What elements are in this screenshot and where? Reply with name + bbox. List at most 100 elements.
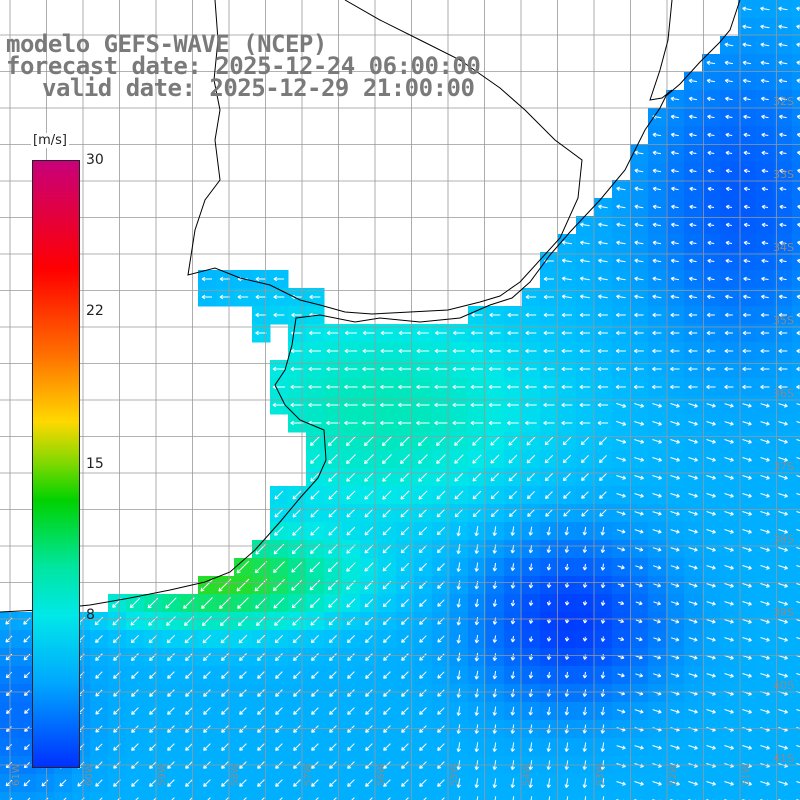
- wind-vector-arrow: [707, 222, 715, 228]
- wind-vector-arrow: [597, 276, 608, 281]
- wind-vector-arrow: [706, 421, 716, 426]
- wind-vector-arrow: [796, 6, 800, 11]
- wind-vector-arrow: [796, 348, 800, 354]
- wind-vector-arrow: [400, 599, 409, 608]
- wind-vector-arrow: [635, 655, 643, 660]
- wind-vector-arrow: [130, 634, 140, 644]
- wind-vector-arrow: [724, 348, 734, 354]
- wind-vector-arrow: [688, 601, 698, 606]
- wind-vector-arrow: [507, 312, 519, 318]
- wind-vector-arrow: [760, 781, 770, 786]
- wind-vector-arrow: [670, 709, 680, 714]
- wind-speed-cell: [792, 684, 800, 703]
- wind-vector-arrow: [346, 562, 356, 572]
- wind-vector-arrow: [292, 490, 302, 500]
- wind-vector-arrow: [743, 276, 751, 282]
- wind-speed-cell: [792, 36, 800, 55]
- wind-vector-arrow: [563, 509, 571, 517]
- wind-vector-arrow: [599, 491, 607, 499]
- wind-vector-arrow: [633, 366, 644, 372]
- wind-speed-cell: [792, 378, 800, 397]
- wind-vector-arrow: [634, 312, 644, 318]
- wind-vector-arrow: [564, 778, 569, 789]
- wind-vector-arrow: [365, 671, 373, 679]
- wind-vector-arrow: [382, 562, 392, 572]
- wind-vector-arrow: [380, 402, 394, 408]
- wind-vector-arrow: [437, 779, 445, 787]
- wind-vector-arrow: [345, 436, 356, 447]
- wind-vector-arrow: [492, 706, 497, 716]
- wind-vector-arrow: [510, 706, 515, 716]
- wind-vector-arrow: [401, 671, 409, 679]
- wind-vector-arrow: [779, 276, 787, 282]
- wind-speed-cell: [612, 792, 631, 800]
- wind-vector-arrow: [221, 743, 229, 751]
- wind-vector-arrow: [492, 688, 497, 698]
- longitude-label: 56W: [376, 763, 387, 786]
- wind-vector-arrow: [724, 366, 734, 372]
- wind-vector-arrow: [255, 597, 267, 609]
- wind-vector-arrow: [688, 276, 697, 282]
- wind-vector-arrow: [472, 472, 482, 482]
- wind-vector-arrow: [579, 384, 591, 390]
- wind-vector-arrow: [273, 294, 285, 300]
- wind-speed-cell: [468, 792, 487, 800]
- wind-vector-arrow: [706, 673, 716, 678]
- wind-vector-arrow: [257, 743, 265, 751]
- wind-vector-arrow: [564, 526, 569, 536]
- wind-vector-arrow: [365, 743, 373, 751]
- wind-vector-arrow: [327, 436, 338, 447]
- wind-vector-arrow: [346, 454, 356, 464]
- wind-vector-arrow: [689, 132, 697, 138]
- wind-vector-arrow: [760, 403, 770, 408]
- wind-vector-arrow: [743, 204, 750, 210]
- wind-vector-arrow: [670, 655, 680, 660]
- wind-vector-arrow: [365, 653, 373, 661]
- wind-vector-arrow: [761, 276, 769, 282]
- wind-vector-arrow: [597, 402, 609, 408]
- wind-vector-arrow: [416, 366, 430, 372]
- wind-vector-arrow: [724, 583, 734, 588]
- wind-vector-arrow: [688, 745, 698, 750]
- wind-vector-arrow: [456, 742, 461, 753]
- wind-vector-arrow: [383, 671, 391, 679]
- wind-vector-arrow: [760, 24, 770, 29]
- wind-vector-arrow: [530, 796, 533, 800]
- wind-speed-cell: [756, 792, 775, 800]
- wind-speed-cell: [414, 792, 433, 800]
- wind-speed-cell: [306, 792, 325, 800]
- wind-vector-arrow: [328, 526, 338, 536]
- wind-vector-arrow: [689, 240, 697, 246]
- wind-vector-arrow: [382, 544, 392, 554]
- wind-vector-arrow: [688, 475, 698, 480]
- wind-vector-arrow: [326, 420, 340, 426]
- wind-vector-arrow: [706, 583, 716, 588]
- wind-vector-arrow: [616, 402, 627, 408]
- wind-vector-arrow: [401, 779, 409, 787]
- wind-speed-cell: [792, 432, 800, 451]
- wind-vector-arrow: [670, 421, 680, 426]
- wind-vector-arrow: [600, 724, 605, 734]
- wind-vector-arrow: [383, 779, 391, 787]
- longitude-label: 54W: [522, 763, 533, 786]
- latitude-label: 33S: [773, 168, 794, 181]
- wind-vector-arrow: [383, 743, 391, 751]
- wind-vector-arrow: [512, 796, 515, 800]
- wind-vector-arrow: [599, 509, 607, 517]
- wind-vector-arrow: [742, 403, 752, 408]
- wind-vector-arrow: [5, 690, 12, 697]
- wind-vector-arrow: [275, 707, 283, 715]
- wind-vector-arrow: [166, 616, 176, 626]
- wind-speed-cell: [504, 792, 523, 800]
- wind-vector-arrow: [525, 294, 537, 300]
- wind-vector-arrow: [582, 600, 588, 606]
- wind-speed-cell: [792, 702, 800, 721]
- wind-vector-arrow: [490, 472, 500, 482]
- wind-vector-arrow: [456, 616, 461, 626]
- wind-vector-arrow: [416, 348, 430, 354]
- wind-vector-arrow: [225, 797, 229, 800]
- wind-vector-arrow: [600, 671, 606, 679]
- wind-vector-arrow: [272, 402, 286, 408]
- wind-vector-arrow: [528, 526, 533, 536]
- wind-vector-arrow: [346, 490, 356, 500]
